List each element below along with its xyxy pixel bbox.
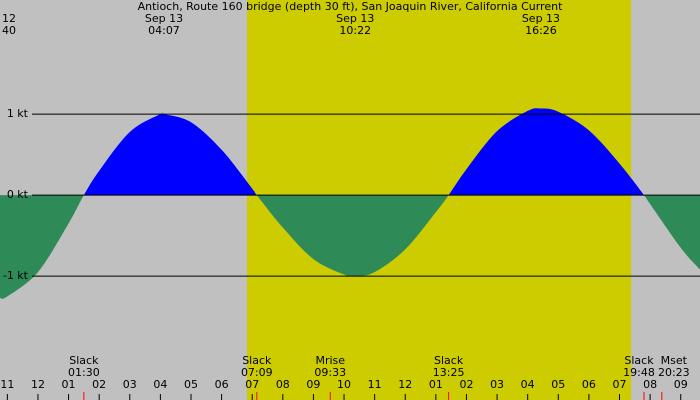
chart-title: Antioch, Route 160 bridge (depth 30 ft),… — [138, 0, 564, 13]
event-name: Slack — [624, 354, 654, 367]
flood-area — [83, 108, 644, 196]
event-time: 09:33 — [314, 366, 346, 379]
x-tick-label: 01 — [429, 378, 443, 391]
event-time: 13:25 — [433, 366, 465, 379]
y-tick-label: -1 kt — [3, 269, 29, 282]
event-time: 01:30 — [68, 366, 100, 379]
y-tick-label: 1 kt — [7, 107, 29, 120]
x-tick-label: 08 — [276, 378, 290, 391]
event-date: Sep 13 — [522, 12, 560, 25]
x-tick-label: 04 — [153, 378, 167, 391]
x-tick-label: 02 — [459, 378, 473, 391]
x-tick-label: 06 — [582, 378, 596, 391]
x-tick-label: 10 — [337, 378, 351, 391]
x-tick-label: 04 — [521, 378, 535, 391]
event-date: Sep 13 — [336, 12, 374, 25]
x-tick-label: 02 — [92, 378, 106, 391]
event-time: 19:48 — [623, 366, 655, 379]
event-name: Slack — [69, 354, 99, 367]
event-time: 07:09 — [241, 366, 273, 379]
x-tick-label: 01 — [62, 378, 76, 391]
event-date: Sep 13 — [145, 12, 183, 25]
event-name: Mrise — [315, 354, 345, 367]
event-name: Slack — [242, 354, 272, 367]
event-name: Slack — [434, 354, 464, 367]
event-time: 10:22 — [339, 24, 371, 37]
event-time: 16:26 — [525, 24, 557, 37]
event-time: 20:23 — [658, 366, 690, 379]
x-tick-label: 03 — [123, 378, 137, 391]
event-date: 12 — [2, 12, 16, 25]
x-tick-label: 12 — [31, 378, 45, 391]
event-time: 04:07 — [148, 24, 180, 37]
x-tick-label: 08 — [643, 378, 657, 391]
x-tick-label: 07 — [613, 378, 627, 391]
x-tick-label: 05 — [184, 378, 198, 391]
x-tick-label: 12 — [398, 378, 412, 391]
ebb-area — [0, 195, 700, 299]
y-tick-label: 0 kt — [7, 188, 29, 201]
x-tick-label: 09 — [306, 378, 320, 391]
x-tick-label: 06 — [215, 378, 229, 391]
x-tick-label: 07 — [245, 378, 259, 391]
x-tick-label: 11 — [368, 378, 382, 391]
x-tick-label: 11 — [0, 378, 14, 391]
event-time: 40 — [2, 24, 16, 37]
x-tick-label: 09 — [674, 378, 688, 391]
x-tick-label: 03 — [490, 378, 504, 391]
x-tick-label: 05 — [551, 378, 565, 391]
event-name: Mset — [661, 354, 688, 367]
